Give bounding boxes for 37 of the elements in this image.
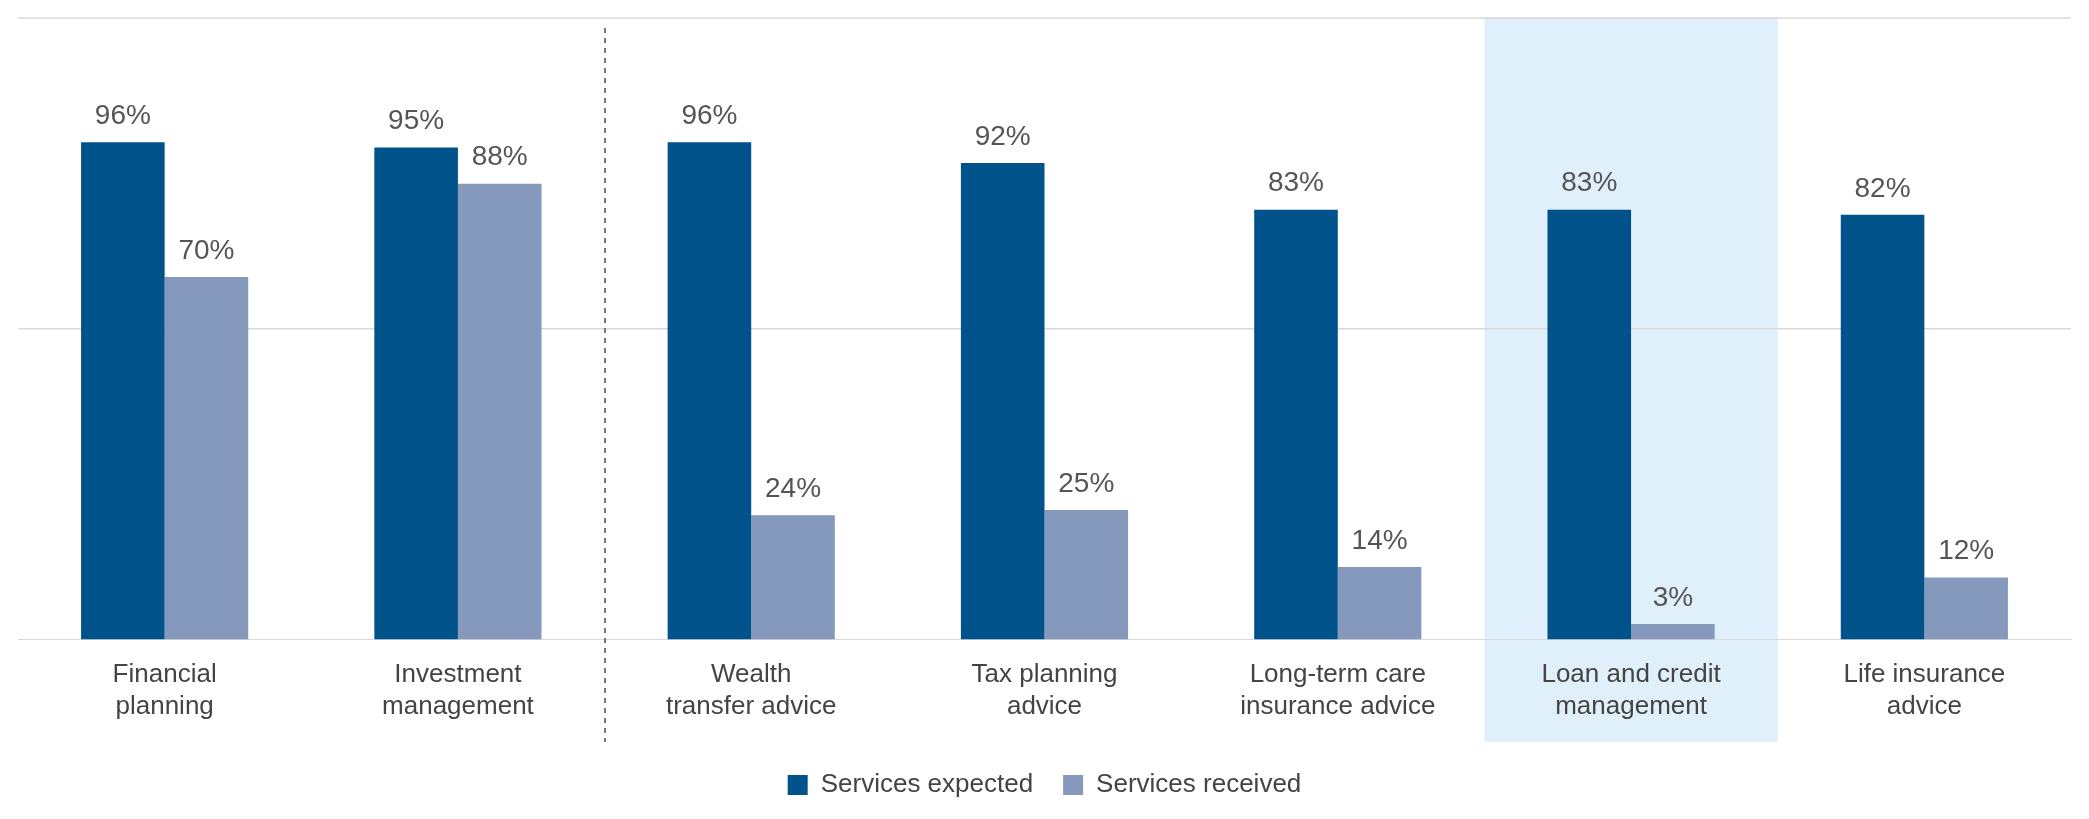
data-label: 92%: [974, 119, 1031, 151]
x-tick-label: Loan and credit management: [1541, 658, 1722, 720]
bar: [164, 277, 249, 640]
data-label: 3%: [1652, 580, 1694, 612]
x-tick-label: Financial planning: [112, 658, 217, 720]
x-tick-label: Wealth transfer advice: [665, 658, 837, 720]
data-label: 83%: [1561, 166, 1618, 198]
data-label: 96%: [681, 99, 738, 131]
bar: [1631, 624, 1715, 640]
bar: [81, 142, 165, 640]
bar: [667, 142, 752, 640]
data-label: 24%: [764, 472, 822, 503]
bar: [1924, 577, 2008, 640]
bar: [1840, 214, 1925, 640]
data-label: 82%: [1854, 171, 1911, 203]
data-label: 70%: [178, 233, 235, 265]
data-label: 95%: [388, 104, 445, 136]
bar: [457, 183, 542, 640]
bar: [374, 147, 458, 640]
data-label: 12%: [1938, 534, 1995, 566]
x-tick-label: Long-term care insurance advice: [1240, 658, 1436, 720]
bar: [1254, 209, 1338, 640]
data-label: 83%: [1267, 166, 1325, 198]
legend-label: Services received: [1096, 768, 1302, 799]
x-tick-label: Life insurance advice: [1843, 658, 2006, 720]
data-label: 96%: [94, 99, 151, 131]
bar: [1337, 567, 1422, 640]
bar: [1547, 209, 1632, 640]
x-tick-label: Investment management: [382, 658, 535, 720]
data-label: 88%: [471, 140, 528, 172]
bar: [960, 163, 1045, 640]
x-tick-label: Tax planning advice: [971, 658, 1118, 720]
data-label: 14%: [1351, 523, 1408, 555]
bar: [751, 515, 835, 640]
bar: [1044, 510, 1129, 640]
data-label: 25%: [1058, 466, 1115, 498]
legend-label: Services expected: [820, 768, 1034, 799]
